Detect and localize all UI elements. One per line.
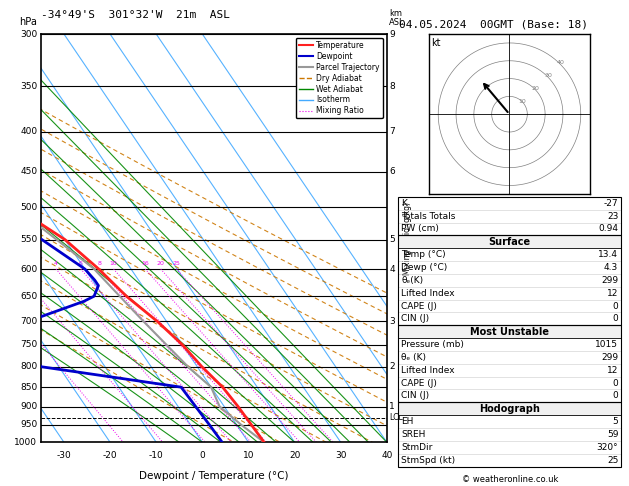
Text: 0: 0 [613, 314, 618, 323]
Text: 16: 16 [142, 261, 149, 266]
Text: Dewpoint / Temperature (°C): Dewpoint / Temperature (°C) [139, 471, 289, 481]
Text: 8: 8 [97, 261, 101, 266]
Text: 450: 450 [20, 167, 37, 176]
Text: 1: 1 [389, 402, 395, 411]
Text: -10: -10 [149, 451, 164, 460]
Text: Pressure (mb): Pressure (mb) [401, 340, 464, 349]
Text: 320°: 320° [597, 443, 618, 452]
Text: 12: 12 [607, 289, 618, 297]
Text: CAPE (J): CAPE (J) [401, 379, 437, 387]
Text: 0.94: 0.94 [598, 225, 618, 233]
Text: 900: 900 [20, 402, 37, 411]
Text: 20: 20 [289, 451, 300, 460]
Text: 550: 550 [20, 235, 37, 244]
Text: hPa: hPa [19, 17, 37, 27]
Text: 0: 0 [199, 451, 205, 460]
Text: 9: 9 [389, 30, 395, 38]
Text: 850: 850 [20, 382, 37, 392]
Text: 800: 800 [20, 362, 37, 371]
Text: 350: 350 [20, 82, 37, 91]
Text: 400: 400 [20, 127, 37, 136]
Text: 23: 23 [607, 211, 618, 221]
Text: Surface: Surface [489, 237, 531, 247]
Text: 4: 4 [389, 264, 395, 274]
Text: km
ASL: km ASL [389, 9, 405, 27]
Text: Mixing Ratio (g/kg): Mixing Ratio (g/kg) [403, 202, 412, 275]
Text: 500: 500 [20, 203, 37, 212]
Text: 1015: 1015 [595, 340, 618, 349]
Text: SREH: SREH [401, 430, 426, 439]
Text: 20: 20 [157, 261, 165, 266]
Text: 299: 299 [601, 276, 618, 285]
Text: -27: -27 [604, 199, 618, 208]
Text: 40: 40 [557, 60, 565, 66]
Text: 650: 650 [20, 292, 37, 301]
Text: kt: kt [431, 37, 440, 48]
Legend: Temperature, Dewpoint, Parcel Trajectory, Dry Adiabat, Wet Adiabat, Isotherm, Mi: Temperature, Dewpoint, Parcel Trajectory… [296, 38, 383, 119]
Text: 12: 12 [607, 366, 618, 375]
Text: 20: 20 [532, 86, 539, 91]
Text: CAPE (J): CAPE (J) [401, 301, 437, 311]
Text: 5: 5 [613, 417, 618, 426]
Text: 0: 0 [613, 301, 618, 311]
Text: 2: 2 [389, 362, 395, 371]
Text: 600: 600 [20, 264, 37, 274]
Text: Most Unstable: Most Unstable [470, 327, 549, 337]
Text: θₑ(K): θₑ(K) [401, 276, 423, 285]
Text: Temp (°C): Temp (°C) [401, 250, 446, 259]
Text: 700: 700 [20, 317, 37, 326]
Text: 6: 6 [79, 261, 83, 266]
Text: 13.4: 13.4 [598, 250, 618, 259]
Text: 04.05.2024  00GMT (Base: 18): 04.05.2024 00GMT (Base: 18) [399, 19, 588, 30]
Text: K: K [401, 199, 407, 208]
Text: 1000: 1000 [14, 438, 37, 447]
Text: 0: 0 [613, 391, 618, 400]
Text: Lifted Index: Lifted Index [401, 366, 455, 375]
Text: StmSpd (kt): StmSpd (kt) [401, 456, 455, 465]
Text: © weatheronline.co.uk: © weatheronline.co.uk [462, 474, 558, 484]
Text: 4: 4 [54, 261, 58, 266]
Text: θₑ (K): θₑ (K) [401, 353, 426, 362]
Text: 5: 5 [389, 235, 395, 244]
Text: 10: 10 [109, 261, 118, 266]
Text: -30: -30 [57, 451, 71, 460]
Text: 59: 59 [607, 430, 618, 439]
Text: Dewp (°C): Dewp (°C) [401, 263, 448, 272]
Text: 950: 950 [20, 420, 37, 429]
Text: 8: 8 [389, 82, 395, 91]
Text: 10: 10 [518, 99, 526, 104]
Text: 300: 300 [20, 30, 37, 38]
Text: 40: 40 [381, 451, 392, 460]
Text: 4.3: 4.3 [604, 263, 618, 272]
Text: CIN (J): CIN (J) [401, 391, 430, 400]
Text: StmDir: StmDir [401, 443, 433, 452]
Text: 3: 3 [389, 317, 395, 326]
Text: Totals Totals: Totals Totals [401, 211, 455, 221]
Text: 10: 10 [243, 451, 254, 460]
Text: 6: 6 [389, 167, 395, 176]
Text: LCL: LCL [389, 413, 403, 422]
Text: 30: 30 [544, 73, 552, 78]
Text: CIN (J): CIN (J) [401, 314, 430, 323]
Text: 299: 299 [601, 353, 618, 362]
Text: 7: 7 [389, 127, 395, 136]
Text: Lifted Index: Lifted Index [401, 289, 455, 297]
Text: 25: 25 [172, 261, 181, 266]
Text: 750: 750 [20, 340, 37, 349]
Text: Hodograph: Hodograph [479, 404, 540, 414]
Text: -34°49'S  301°32'W  21m  ASL: -34°49'S 301°32'W 21m ASL [41, 11, 230, 20]
Text: 25: 25 [607, 456, 618, 465]
Text: 0: 0 [613, 379, 618, 387]
Text: 30: 30 [335, 451, 347, 460]
Text: EH: EH [401, 417, 414, 426]
Text: -20: -20 [103, 451, 118, 460]
Text: PW (cm): PW (cm) [401, 225, 439, 233]
